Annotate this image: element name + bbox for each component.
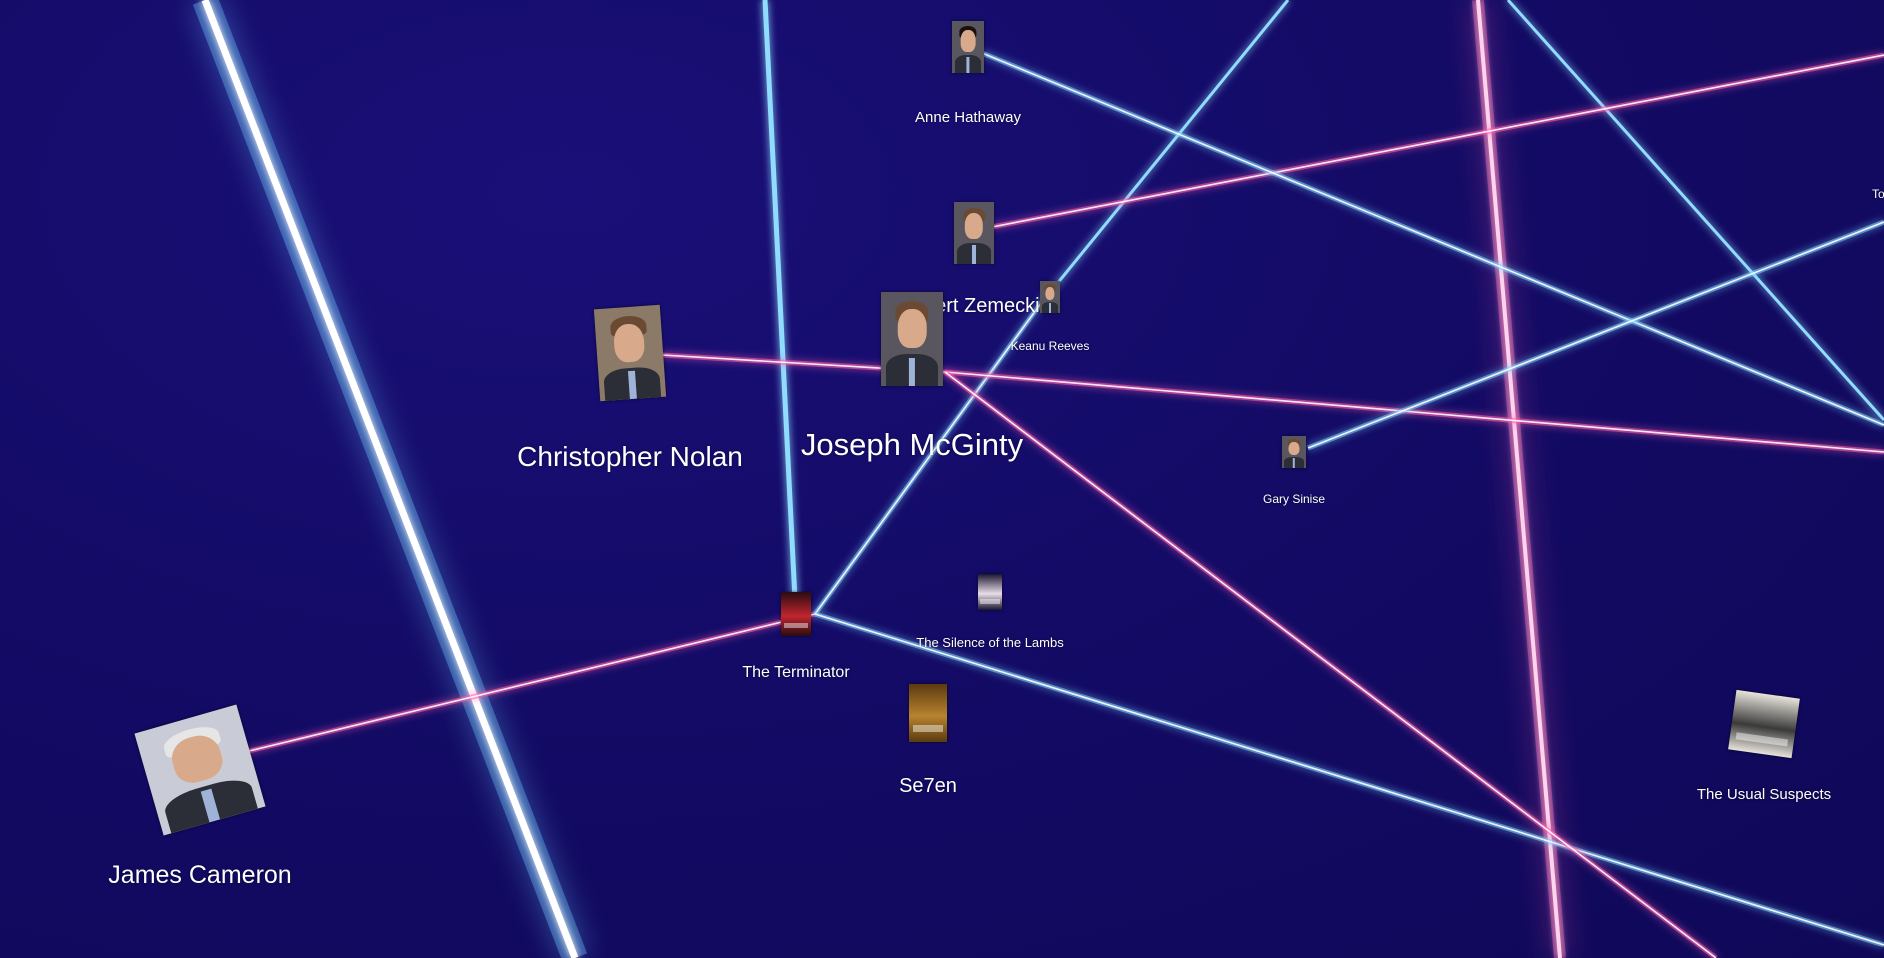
person-face xyxy=(1288,441,1300,456)
link-beam-vertical-blue xyxy=(762,0,798,601)
link-beam-foreground-core xyxy=(201,0,579,958)
person-tie xyxy=(972,245,976,264)
person-face xyxy=(964,213,984,240)
link-beam-top-blue xyxy=(1050,0,1290,291)
person-photo[interactable] xyxy=(1282,436,1306,468)
person-face xyxy=(1045,286,1055,301)
link-core-zemeckis-offscreen xyxy=(991,54,1884,228)
person-photo[interactable] xyxy=(881,292,943,386)
node-label: The Terminator xyxy=(742,664,850,681)
node-label: Gary Sinise xyxy=(1262,492,1326,506)
person-face xyxy=(897,308,927,349)
poster-title-band xyxy=(1735,732,1788,747)
person-tie xyxy=(908,357,916,386)
person-tie xyxy=(966,57,970,73)
poster-title-band xyxy=(912,724,944,732)
link-core-cameron-terminator xyxy=(244,613,816,753)
link-group xyxy=(244,50,1884,958)
link-beam-vertical-pink-core xyxy=(1476,0,1562,958)
person-photo[interactable] xyxy=(593,304,667,402)
link-beam-diagonal-blue xyxy=(1506,0,1884,422)
poster-title-band xyxy=(980,599,1000,604)
link-core-terminator-keanu xyxy=(814,287,1053,615)
node-label: Se7en xyxy=(899,775,957,797)
node-label: The Usual Suspects xyxy=(1696,785,1832,803)
node-label: To xyxy=(1872,187,1884,201)
person-photo[interactable] xyxy=(952,21,984,73)
link-core-terminator-suspects xyxy=(814,613,1884,946)
person-tie xyxy=(1049,303,1051,313)
link-core-mcginty-offscreen xyxy=(944,371,1884,453)
person-photo[interactable] xyxy=(1040,281,1060,313)
node-label: James Cameron xyxy=(108,860,292,889)
link-core-sinise-offscreen xyxy=(1307,221,1884,449)
node-label: Anne Hathaway xyxy=(915,108,1021,126)
person-photo[interactable] xyxy=(954,202,994,264)
node-label: The Silence of the Lambs xyxy=(916,634,1064,650)
movie-poster[interactable] xyxy=(909,684,947,742)
link-core-mcginty-suspects xyxy=(944,371,1717,958)
person-tie xyxy=(1292,458,1296,468)
link-core-anne-offscreen xyxy=(981,52,1884,426)
movie-poster[interactable] xyxy=(1728,689,1800,759)
node-label: Christopher Nolan xyxy=(517,441,743,472)
node-label: Keanu Reeves xyxy=(1010,339,1090,353)
node-label: Joseph McGinty xyxy=(800,426,1024,462)
movie-poster[interactable] xyxy=(978,574,1002,610)
person-face xyxy=(960,30,976,53)
movie-poster[interactable] xyxy=(781,592,811,636)
poster-title-band xyxy=(784,622,808,629)
